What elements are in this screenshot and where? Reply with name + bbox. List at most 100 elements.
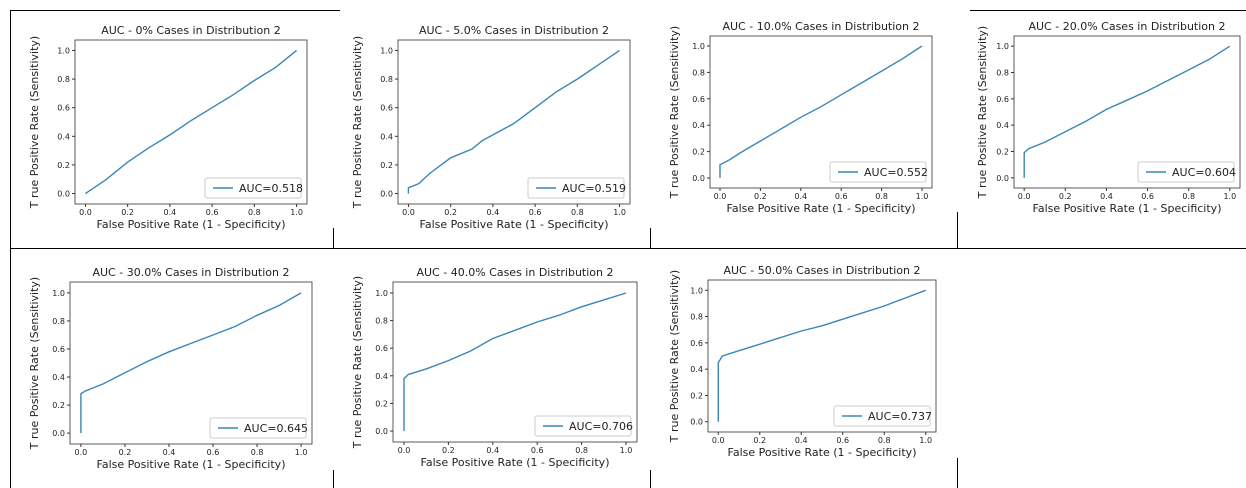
- roc-curve: [85, 49, 298, 195]
- y-tick-label: 0.0: [52, 429, 65, 438]
- y-tick-label: 0.6: [375, 344, 388, 353]
- x-tick-label: 0.4: [486, 446, 499, 455]
- x-tick-label: 0.4: [795, 436, 808, 445]
- legend-label: AUC=0.519: [562, 182, 626, 195]
- plot-frame: [69, 281, 313, 445]
- x-tick-label: 0.2: [753, 436, 766, 445]
- y-tick-label: 0.2: [375, 399, 388, 408]
- x-tick-label: 0.2: [121, 208, 134, 217]
- y-tick-label: 0.8: [380, 75, 393, 84]
- roc-chart-svg: AUC - 50.0% Cases in Distribution 2 0.0 0.…: [668, 264, 937, 459]
- x-tick-label: 0.0: [398, 446, 411, 455]
- x-tick-label: 1.0: [290, 208, 303, 217]
- y-tick-label: 0.2: [692, 148, 705, 157]
- x-tick-label: 1.0: [295, 448, 308, 457]
- y-tick-label: 0.4: [692, 121, 705, 130]
- y-tick-label: 0.8: [996, 69, 1009, 78]
- y-tick-label: 0.0: [996, 174, 1009, 183]
- y-axis-label: T rue Positive Rate (Sensitivity): [28, 36, 41, 209]
- y-tick-label: 0.0: [692, 174, 705, 183]
- roc-curve: [403, 292, 627, 431]
- roc-panel-5pct: AUC - 5.0% Cases in Distribution 2 0.0 0.2…: [351, 14, 651, 232]
- legend-box: [833, 405, 931, 427]
- y-tick-label: 0.8: [692, 68, 705, 77]
- x-tick-label: 0.8: [251, 448, 264, 457]
- cell-divider: [333, 470, 334, 488]
- legend: AUC=0.518: [204, 177, 303, 199]
- roc-curve: [719, 45, 923, 178]
- x-tick-label: 0.6: [835, 192, 848, 201]
- x-axis-label: False Positive Rate (1 - Specificity): [97, 218, 286, 231]
- legend-box: [527, 177, 625, 199]
- x-axis-label: False Positive Rate (1 - Specificity): [1033, 202, 1222, 215]
- roc-chart-svg: AUC - 0% Cases in Distribution 2 0.0 0.2 0.…: [28, 24, 308, 231]
- y-tick-label: 0.0: [375, 427, 388, 436]
- plot-frame: [74, 39, 308, 205]
- y-tick-label: 0.4: [996, 121, 1009, 130]
- y-axis-label: T rue Positive Rate (Sensitivity): [976, 26, 989, 199]
- y-tick-label: 0.8: [52, 317, 65, 326]
- y-tick-label: 0.2: [57, 161, 70, 170]
- y-axis-label: T rue Positive Rate (Sensitivity): [668, 270, 681, 443]
- legend-box: [209, 417, 307, 439]
- y-tick-label: 0.2: [690, 391, 703, 400]
- x-tick-label: 0.2: [442, 446, 455, 455]
- chart-title: AUC - 0% Cases in Distribution 2: [101, 24, 281, 37]
- roc-chart-svg: AUC - 5.0% Cases in Distribution 2 0.0 0.2…: [351, 24, 631, 231]
- roc-chart-svg: AUC - 30.0% Cases in Distribution 2 0.0 0.…: [28, 266, 313, 471]
- x-tick-label: 0.8: [1182, 192, 1195, 201]
- legend-box: [829, 161, 927, 183]
- x-tick-label: 0.6: [836, 436, 849, 445]
- y-tick-label: 0.6: [380, 104, 393, 113]
- y-axis-label: T rue Positive Rate (Sensitivity): [28, 277, 41, 450]
- x-tick-label: 0.8: [248, 208, 261, 217]
- x-tick-label: 1.0: [613, 208, 626, 217]
- plot-frame: [392, 281, 638, 443]
- y-tick-label: 0.6: [57, 104, 70, 113]
- legend: AUC=0.737: [833, 405, 932, 427]
- chart-title: AUC - 10.0% Cases in Distribution 2: [722, 20, 919, 33]
- cell-divider: [957, 458, 958, 488]
- y-tick-label: 0.6: [52, 345, 65, 354]
- chart-title: AUC - 40.0% Cases in Distribution 2: [416, 266, 613, 279]
- y-tick-label: 0.6: [996, 95, 1009, 104]
- x-tick-label: 0.4: [163, 448, 176, 457]
- x-axis-label: False Positive Rate (1 - Specificity): [421, 456, 610, 469]
- cell-divider: [333, 228, 334, 248]
- roc-panel-40pct: AUC - 40.0% Cases in Distribution 2 0.0 0.…: [351, 258, 651, 476]
- x-tick-label: 0.2: [754, 192, 767, 201]
- roc-chart-svg: AUC - 20.0% Cases in Distribution 2 0.0 0.…: [976, 20, 1241, 215]
- x-tick-label: 0.6: [206, 208, 219, 217]
- chart-title: AUC - 50.0% Cases in Distribution 2: [723, 264, 920, 277]
- x-tick-label: 0.0: [712, 436, 725, 445]
- legend: AUC=0.645: [209, 417, 308, 439]
- legend: AUC=0.519: [527, 177, 626, 199]
- roc-chart-svg: AUC - 40.0% Cases in Distribution 2 0.0 0.…: [351, 266, 638, 469]
- y-tick-label: 1.0: [690, 286, 703, 295]
- x-tick-label: 0.0: [714, 192, 727, 201]
- plot-frame: [397, 39, 631, 205]
- x-tick-label: 0.8: [878, 436, 891, 445]
- legend-box: [204, 177, 302, 199]
- legend-box: [1137, 161, 1235, 183]
- y-tick-label: 1.0: [996, 42, 1009, 51]
- x-tick-label: 0.2: [444, 208, 457, 217]
- y-tick-label: 1.0: [57, 46, 70, 55]
- roc-panel-20pct: AUC - 20.0% Cases in Distribution 2 0.0 0.…: [976, 14, 1246, 222]
- x-tick-label: 1.0: [919, 436, 932, 445]
- x-axis-label: False Positive Rate (1 - Specificity): [728, 446, 917, 459]
- x-tick-label: 0.6: [529, 208, 542, 217]
- legend: AUC=0.552: [829, 161, 928, 183]
- legend-label: AUC=0.552: [864, 166, 928, 179]
- x-tick-label: 0.0: [402, 208, 415, 217]
- x-tick-label: 0.8: [875, 192, 888, 201]
- x-axis-label: False Positive Rate (1 - Specificity): [97, 458, 286, 471]
- left-border: [10, 10, 11, 488]
- x-tick-label: 1.0: [916, 192, 929, 201]
- cell-divider: [650, 228, 651, 248]
- x-axis-label: False Positive Rate (1 - Specificity): [420, 218, 609, 231]
- roc-curve: [717, 289, 926, 422]
- cell-divider: [957, 212, 958, 248]
- roc-curve: [80, 292, 302, 434]
- y-tick-label: 0.0: [57, 190, 70, 199]
